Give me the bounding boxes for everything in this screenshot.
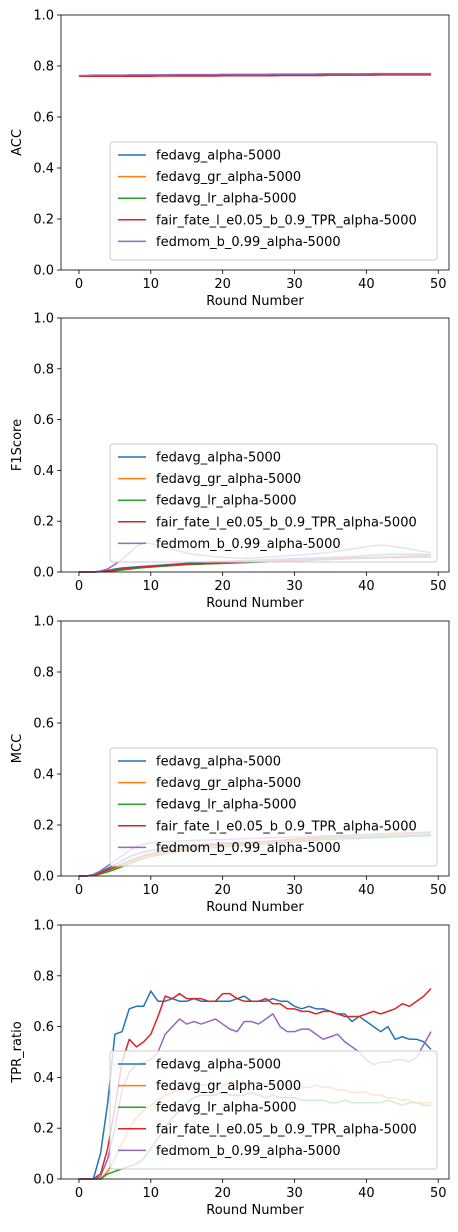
- legend-label-3-3: fair_fate_l_e0.05_b_0.9_TPR_alpha-5000: [156, 1122, 417, 1137]
- x-axis-label-3: Round Number: [206, 1203, 304, 1218]
- y-tick-label-0-3: 0.6: [33, 111, 54, 126]
- x-axis-label-0: Round Number: [206, 294, 304, 309]
- y-tick-label-3-1: 0.2: [33, 1122, 54, 1137]
- x-tick-label-0-3: 30: [286, 277, 303, 292]
- x-tick-label-2-0: 0: [75, 883, 83, 898]
- x-tick-label-3-5: 50: [430, 1186, 447, 1201]
- x-tick-label-1-1: 10: [143, 579, 160, 594]
- axes-frame-3: [60, 924, 450, 1180]
- series-line-3-3: [78, 987, 432, 1180]
- x-axis-label-1: Round Number: [206, 596, 304, 611]
- x-tick-label-1-3: 30: [286, 579, 303, 594]
- y-tick-label-1-1: 0.2: [33, 515, 54, 530]
- legend-label-1-3: fair_fate_l_e0.05_b_0.9_TPR_alpha-5000: [156, 515, 417, 530]
- x-tick-label-3-1: 10: [143, 1186, 160, 1201]
- y-tick-label-3-0: 0.0: [33, 1173, 54, 1188]
- x-tick-label-0-0: 0: [75, 277, 83, 292]
- y-tick-label-0-4: 0.8: [33, 60, 54, 75]
- y-tick-label-2-5: 1.0: [33, 615, 54, 630]
- chart-3: fedavg_alpha-5000 fedavg_gr_alpha-5000fed…: [10, 919, 450, 1218]
- y-axis-label-3: TPR_ratio: [10, 1021, 25, 1083]
- legend-label-0-4: fedmom_b_0.99_alpha-5000: [156, 235, 341, 250]
- x-tick-label-3-0: 0: [75, 1186, 83, 1201]
- chart-0: fedavg_alpha-5000 fedavg_gr_alpha-5000fed…: [10, 9, 450, 309]
- legend-label-0-1: fedavg_gr_alpha-5000: [156, 170, 301, 185]
- y-tick-label-1-0: 0.0: [33, 566, 54, 581]
- legend-label-2-1: fedavg_gr_alpha-5000: [156, 776, 301, 791]
- y-tick-label-0-1: 0.2: [33, 213, 54, 228]
- chart-1: fedavg_alpha-5000 fedavg_gr_alpha-5000fed…: [10, 312, 450, 611]
- y-axis-label-0: ACC: [10, 129, 25, 156]
- legend-label-3-2: fedavg_lr_alpha-5000: [156, 1101, 297, 1116]
- x-tick-label-2-1: 10: [143, 883, 160, 898]
- x-tick-label-1-2: 20: [214, 579, 231, 594]
- legend-label-0-2: fedavg_lr_alpha-5000: [156, 192, 297, 207]
- x-tick-label-0-1: 10: [143, 277, 160, 292]
- series-line-0-4: [78, 72, 432, 77]
- x-tick-label-2-4: 40: [358, 883, 375, 898]
- legend-label-2-0: fedavg_alpha-5000: [156, 755, 281, 770]
- x-tick-label-2-2: 20: [214, 883, 231, 898]
- y-tick-label-2-2: 0.4: [33, 768, 54, 783]
- x-tick-label-3-4: 40: [358, 1186, 375, 1201]
- legend-label-0-3: fair_fate_l_e0.05_b_0.9_TPR_alpha-5000: [156, 213, 417, 228]
- x-tick-label-2-5: 50: [430, 883, 447, 898]
- y-tick-label-0-5: 1.0: [33, 9, 54, 24]
- y-axis-label-1: F1Score: [10, 419, 25, 471]
- y-tick-label-2-3: 0.6: [33, 717, 54, 732]
- y-tick-label-3-4: 0.8: [33, 969, 54, 984]
- x-tick-label-1-5: 50: [430, 579, 447, 594]
- series-line-0-3: [78, 74, 432, 77]
- y-tick-label-1-4: 0.8: [33, 362, 54, 377]
- legend-label-1-0: fedavg_alpha-5000: [156, 451, 281, 466]
- x-tick-label-3-2: 20: [214, 1186, 231, 1201]
- x-tick-label-0-4: 40: [358, 277, 375, 292]
- axes-frame-0: [60, 14, 450, 271]
- y-tick-label-0-2: 0.4: [33, 162, 54, 177]
- legend-label-1-4: fedmom_b_0.99_alpha-5000: [156, 537, 341, 552]
- y-axis-label-2: MCC: [10, 734, 25, 763]
- legend-label-2-4: fedmom_b_0.99_alpha-5000: [156, 841, 341, 856]
- axes-frame-1: [60, 317, 450, 573]
- legend-label-3-1: fedavg_gr_alpha-5000: [156, 1079, 301, 1094]
- legend-label-0-0: fedavg_alpha-5000: [156, 149, 281, 164]
- x-tick-label-0-2: 20: [214, 277, 231, 292]
- y-tick-label-2-1: 0.2: [33, 819, 54, 834]
- legend-box-0: [109, 141, 438, 261]
- x-tick-label-1-4: 40: [358, 579, 375, 594]
- legend-label-1-2: fedavg_lr_alpha-5000: [156, 494, 297, 509]
- legend-label-2-2: fedavg_lr_alpha-5000: [156, 798, 297, 813]
- y-tick-label-3-2: 0.4: [33, 1071, 54, 1086]
- legend-box-3: [109, 1050, 438, 1170]
- y-tick-label-0-0: 0.0: [33, 264, 54, 279]
- x-tick-label-0-5: 50: [430, 277, 447, 292]
- chart-2: fedavg_alpha-5000 fedavg_gr_alpha-5000fed…: [10, 615, 450, 915]
- legend-label-3-0: fedavg_alpha-5000: [156, 1058, 281, 1073]
- legend-box-1: [109, 443, 438, 563]
- x-tick-label-3-3: 30: [286, 1186, 303, 1201]
- axes-frame-2: [60, 620, 450, 877]
- y-tick-label-3-5: 1.0: [33, 919, 54, 934]
- x-tick-label-2-3: 30: [286, 883, 303, 898]
- legend-label-2-3: fair_fate_l_e0.05_b_0.9_TPR_alpha-5000: [156, 819, 417, 834]
- y-tick-label-1-3: 0.6: [33, 413, 54, 428]
- x-axis-label-2: Round Number: [206, 900, 304, 915]
- legend-label-3-4: fedmom_b_0.99_alpha-5000: [156, 1144, 341, 1159]
- x-tick-label-1-0: 0: [75, 579, 83, 594]
- legend-label-1-1: fedavg_gr_alpha-5000: [156, 472, 301, 487]
- y-tick-label-2-4: 0.8: [33, 666, 54, 681]
- y-tick-label-1-2: 0.4: [33, 464, 54, 479]
- y-tick-label-1-5: 1.0: [33, 312, 54, 327]
- y-tick-label-3-3: 0.6: [33, 1020, 54, 1035]
- y-tick-label-2-0: 0.0: [33, 870, 54, 885]
- legend-box-2: [109, 747, 438, 867]
